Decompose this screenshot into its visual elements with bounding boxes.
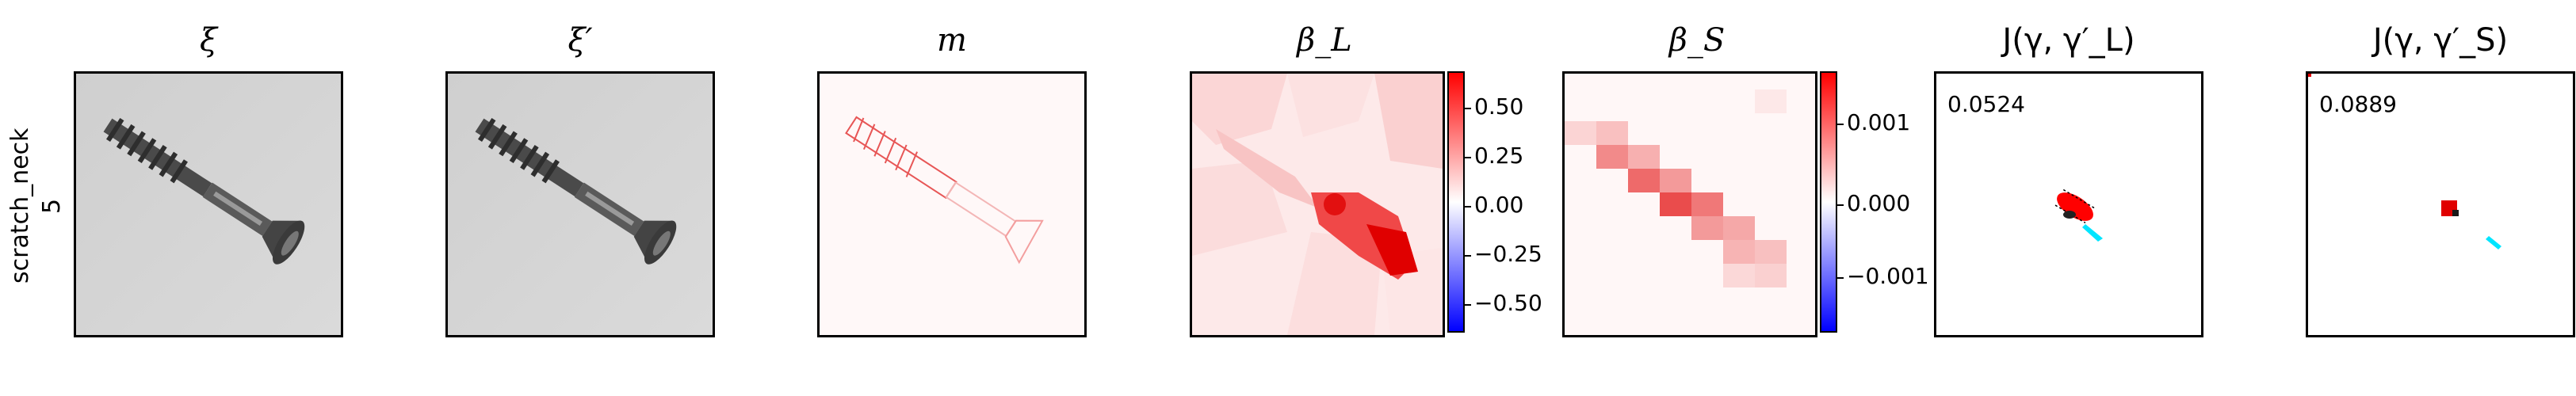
cbar-l-tick-1: 0.25 — [1474, 143, 1524, 169]
row-label: scratch_neck 5 — [0, 71, 71, 337]
panel-j-s: 0.0889 — [2306, 71, 2575, 337]
title-m: m — [937, 22, 967, 59]
row-label-class: scratch_neck — [6, 128, 34, 284]
screw-image-icon — [76, 74, 341, 335]
panel-beta-l — [1190, 71, 1445, 337]
row-label-index: 5 — [38, 198, 66, 214]
panel-mask-m — [817, 71, 1087, 337]
title-beta-s: β_S — [1668, 22, 1726, 59]
panel-beta-s — [1562, 71, 1817, 337]
mask-image — [820, 74, 1084, 335]
cbar-l-tick-4: −0.50 — [1474, 290, 1542, 316]
title-j-s: J(γ, γ′_S) — [2372, 22, 2509, 59]
panel-xi-image — [74, 71, 343, 337]
title-xi: ξ — [199, 22, 218, 59]
cbar-l-tick-2: 0.00 — [1474, 192, 1524, 218]
title-xi-prime: ξ′ — [568, 22, 593, 59]
panel-xi-prime-image — [445, 71, 715, 337]
cbar-l-tick-0: 0.50 — [1474, 93, 1524, 120]
colorbar-beta-s — [1820, 71, 1837, 333]
panel-j-l: 0.0524 — [1934, 71, 2203, 337]
title-j-l: J(γ, γ′_L) — [2002, 22, 2135, 59]
j-l-overlay — [2054, 188, 2103, 242]
cbar-s-tick-0: 0.001 — [1847, 109, 1911, 135]
score-j-s: 0.0889 — [2319, 91, 2397, 117]
score-j-l: 0.0524 — [1947, 91, 2025, 117]
j-s-overlay — [2308, 74, 2501, 249]
screw-image-icon — [448, 74, 713, 335]
beta-s-heatmap — [1565, 74, 1815, 335]
colorbar-beta-l — [1447, 71, 1465, 333]
beta-l-heatmap — [1192, 74, 1443, 335]
cbar-s-tick-2: −0.001 — [1847, 263, 1929, 289]
title-beta-l: β_L — [1297, 22, 1352, 59]
cbar-l-tick-3: −0.25 — [1474, 241, 1542, 267]
cbar-s-tick-1: 0.000 — [1847, 190, 1911, 216]
